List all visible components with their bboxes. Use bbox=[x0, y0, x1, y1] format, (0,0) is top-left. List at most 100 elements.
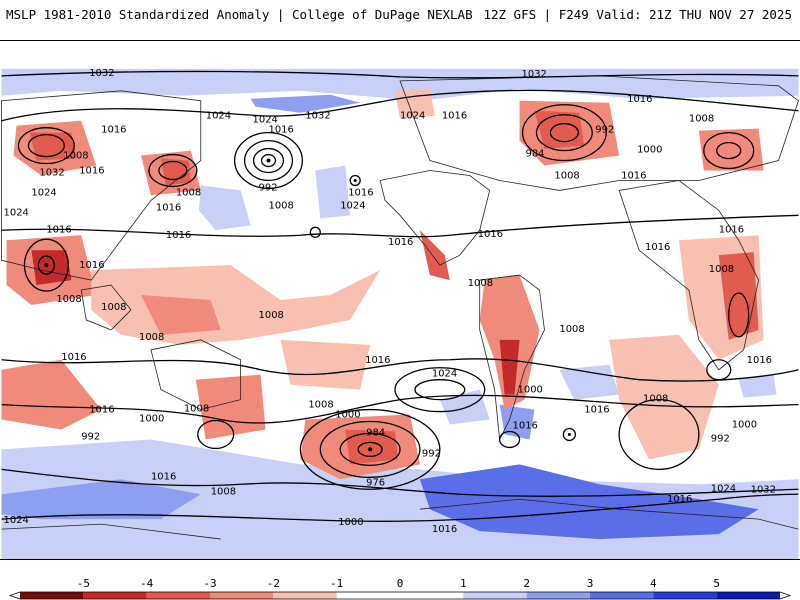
colorbar-segments bbox=[8, 591, 792, 600]
svg-text:1008: 1008 bbox=[139, 332, 164, 343]
svg-text:1016: 1016 bbox=[365, 355, 390, 366]
colorbar-segment bbox=[653, 592, 717, 599]
svg-text:1000: 1000 bbox=[637, 145, 662, 156]
isobars bbox=[1, 70, 799, 522]
svg-text:1000: 1000 bbox=[732, 420, 757, 431]
colorbar-segment bbox=[146, 592, 210, 599]
svg-text:1016: 1016 bbox=[747, 355, 772, 366]
svg-text:992: 992 bbox=[81, 431, 100, 442]
svg-text:1008: 1008 bbox=[259, 310, 284, 321]
svg-text:1016: 1016 bbox=[621, 170, 646, 181]
svg-text:1016: 1016 bbox=[627, 94, 652, 105]
svg-text:1016: 1016 bbox=[478, 229, 503, 240]
svg-text:1008: 1008 bbox=[63, 151, 88, 162]
svg-text:984: 984 bbox=[366, 427, 385, 438]
svg-text:992: 992 bbox=[595, 125, 614, 136]
colorbar-outline bbox=[8, 591, 792, 600]
colorbar-tick-label: -3 bbox=[203, 577, 216, 590]
svg-text:1016: 1016 bbox=[388, 237, 413, 248]
svg-text:1008: 1008 bbox=[101, 302, 126, 313]
pressure-center-marks bbox=[44, 158, 571, 452]
colorbar-tick-label: -5 bbox=[77, 577, 90, 590]
svg-text:1024: 1024 bbox=[432, 369, 457, 380]
anomaly-map: 1032 1032 1024 1024 1032 1016 1016 1008 … bbox=[0, 40, 800, 560]
colorbar-ticks: -5 -4 -3 -2 -1 0 1 2 3 4 5 bbox=[77, 577, 720, 590]
svg-text:1000: 1000 bbox=[139, 414, 164, 425]
svg-text:1008: 1008 bbox=[56, 294, 81, 305]
svg-text:992: 992 bbox=[711, 433, 730, 444]
header: MSLP 1981-2010 Standardized Anomaly | Co… bbox=[0, 0, 800, 30]
svg-text:1008: 1008 bbox=[689, 114, 714, 125]
colorbar-tick-label: -4 bbox=[140, 577, 154, 590]
svg-text:1008: 1008 bbox=[184, 404, 209, 415]
svg-text:1000: 1000 bbox=[338, 517, 363, 528]
svg-text:1016: 1016 bbox=[442, 111, 467, 122]
svg-text:1008: 1008 bbox=[559, 324, 584, 335]
colorbar-segment bbox=[336, 592, 400, 599]
svg-text:1032: 1032 bbox=[89, 68, 114, 79]
svg-text:1016: 1016 bbox=[513, 421, 538, 432]
colorbar-segment bbox=[273, 592, 337, 599]
map-title: MSLP 1981-2010 Standardized Anomaly | Co… bbox=[6, 7, 473, 22]
svg-text:1032: 1032 bbox=[522, 69, 547, 80]
svg-text:1016: 1016 bbox=[645, 242, 670, 253]
colorbar-segment bbox=[210, 592, 274, 599]
svg-text:1016: 1016 bbox=[101, 125, 126, 136]
svg-text:1008: 1008 bbox=[308, 400, 333, 411]
svg-text:1016: 1016 bbox=[151, 471, 176, 482]
svg-text:1016: 1016 bbox=[89, 405, 114, 416]
svg-text:1016: 1016 bbox=[166, 230, 191, 241]
svg-text:1016: 1016 bbox=[156, 202, 181, 213]
svg-text:1016: 1016 bbox=[584, 405, 609, 416]
svg-text:1024: 1024 bbox=[400, 111, 425, 122]
anomaly-colorbar: -5 -4 -3 -2 -1 0 1 2 3 4 5 bbox=[8, 577, 792, 600]
colorbar-segment bbox=[716, 592, 780, 599]
svg-text:1016: 1016 bbox=[667, 494, 692, 505]
colorbar-tick-label: 0 bbox=[397, 577, 404, 590]
svg-text:1016: 1016 bbox=[348, 187, 373, 198]
svg-text:1000: 1000 bbox=[335, 410, 360, 421]
svg-text:984: 984 bbox=[526, 149, 545, 160]
coastlines bbox=[1, 75, 799, 540]
svg-text:1008: 1008 bbox=[554, 170, 579, 181]
svg-text:1016: 1016 bbox=[432, 524, 457, 535]
svg-text:1032: 1032 bbox=[305, 111, 330, 122]
svg-text:1008: 1008 bbox=[269, 200, 294, 211]
svg-text:1032: 1032 bbox=[39, 167, 64, 178]
colorbar-segment bbox=[526, 592, 590, 599]
svg-text:1016: 1016 bbox=[269, 125, 294, 136]
svg-text:1008: 1008 bbox=[211, 486, 236, 497]
svg-text:1024: 1024 bbox=[4, 515, 29, 526]
svg-text:1024: 1024 bbox=[711, 483, 736, 494]
colorbar-segment bbox=[20, 592, 84, 599]
svg-text:1024: 1024 bbox=[4, 207, 29, 218]
colorbar-segment bbox=[590, 592, 654, 599]
svg-text:1008: 1008 bbox=[709, 264, 734, 275]
colorbar-tick-label: 4 bbox=[650, 577, 657, 590]
colorbar-tick-label: 2 bbox=[523, 577, 530, 590]
colorbar-segment bbox=[83, 592, 147, 599]
svg-text:1008: 1008 bbox=[643, 394, 668, 405]
isobar-labels: 1032 1032 1024 1024 1032 1016 1016 1008 … bbox=[4, 68, 776, 535]
svg-text:976: 976 bbox=[366, 477, 385, 488]
svg-text:992: 992 bbox=[259, 182, 278, 193]
svg-text:1024: 1024 bbox=[253, 115, 278, 126]
colorbar-tick-label: -2 bbox=[267, 577, 280, 590]
svg-text:1016: 1016 bbox=[46, 224, 71, 235]
svg-text:1016: 1016 bbox=[719, 224, 744, 235]
svg-text:1016: 1016 bbox=[79, 260, 104, 271]
colorbar-segment bbox=[400, 592, 464, 599]
svg-text:1016: 1016 bbox=[61, 352, 86, 363]
svg-text:1024: 1024 bbox=[340, 200, 365, 211]
colorbar-tick-label: 3 bbox=[587, 577, 594, 590]
colorbar-tick-label: 5 bbox=[713, 577, 720, 590]
svg-text:1024: 1024 bbox=[206, 111, 231, 122]
model-run-info: 12Z GFS | F249 Valid: 21Z THU NOV 27 202… bbox=[483, 7, 792, 22]
svg-text:1000: 1000 bbox=[518, 385, 543, 396]
colorbar-tick-label: -1 bbox=[330, 577, 343, 590]
colorbar-segment bbox=[463, 592, 527, 599]
svg-text:992: 992 bbox=[422, 448, 441, 459]
negative-anomaly-shading bbox=[1, 88, 764, 480]
svg-text:1008: 1008 bbox=[468, 278, 493, 289]
svg-text:1016: 1016 bbox=[79, 165, 104, 176]
